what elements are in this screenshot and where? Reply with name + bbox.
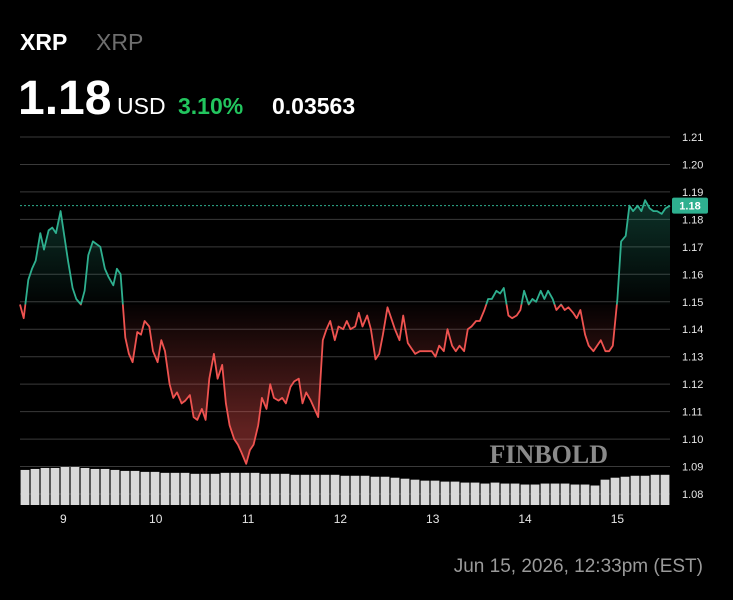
- volume-bar: [50, 467, 60, 505]
- x-tick-label: 11: [242, 512, 255, 526]
- volume-bar: [590, 485, 600, 505]
- volume-bar: [180, 472, 190, 505]
- volume-bar: [320, 474, 330, 505]
- volume-bar: [400, 478, 410, 505]
- volume-bar: [530, 484, 540, 505]
- volume-bar: [450, 481, 460, 505]
- volume-bar: [360, 475, 370, 505]
- volume-bar: [630, 475, 640, 505]
- x-tick-label: 13: [426, 512, 440, 526]
- area-fill: [20, 200, 670, 464]
- y-tick-label: 1.13: [682, 352, 703, 364]
- y-tick-label: 1.08: [682, 489, 703, 501]
- volume-bar: [430, 480, 440, 505]
- y-tick-label: 1.21: [682, 132, 703, 144]
- volume-bar: [510, 483, 520, 505]
- volume-bar: [600, 479, 610, 505]
- volume-bar: [560, 483, 570, 505]
- volume-bar: [260, 473, 270, 505]
- volume-bar: [580, 484, 590, 505]
- volume-bar: [130, 470, 140, 505]
- price-line: [19, 199, 671, 465]
- volume-bar: [420, 480, 430, 505]
- volume-bar: [570, 484, 580, 505]
- x-tick-label: 9: [60, 512, 67, 526]
- volume-bar: [410, 479, 420, 505]
- y-tick-label: 1.15: [682, 297, 703, 309]
- y-tick-label: 1.14: [682, 324, 703, 336]
- x-tick-label: 14: [518, 512, 532, 526]
- price: 1.18: [18, 72, 111, 125]
- volume-bar: [20, 469, 30, 505]
- volume-bar: [80, 467, 90, 505]
- volume-bar: [650, 474, 660, 505]
- currency: USD: [117, 93, 166, 119]
- price-tag-bg: [672, 197, 708, 214]
- volume-bar: [210, 473, 220, 505]
- volume-bar: [160, 472, 170, 505]
- volume-bar: [610, 477, 620, 505]
- volume-bar: [110, 469, 120, 505]
- volume-bar: [340, 475, 350, 505]
- y-tick-label: 1.12: [682, 379, 703, 391]
- volume-bar: [290, 474, 300, 505]
- asset-name: XRP: [96, 29, 143, 55]
- y-tick-label: 1.11: [682, 407, 703, 419]
- volume-bar: [460, 482, 470, 505]
- volume-bar: [190, 473, 200, 505]
- volume-bar: [640, 475, 650, 505]
- y-tick-label: 1.17: [682, 242, 703, 254]
- timestamp: Jun 15, 2026, 12:33pm (EST): [454, 556, 703, 577]
- volume-bar: [280, 473, 290, 505]
- volume-bar: [140, 471, 150, 505]
- volume-bar: [60, 467, 70, 505]
- volume-bar: [40, 467, 50, 505]
- volume-bar: [500, 483, 510, 505]
- y-tick-label: 1.16: [682, 269, 703, 281]
- y-tick-label: 1.20: [682, 159, 703, 171]
- y-tick-label: 1.10: [682, 434, 703, 446]
- volume-bar: [230, 472, 240, 505]
- volume-bar: [120, 470, 130, 505]
- volume-bar: [200, 473, 210, 505]
- volume-bar: [480, 483, 490, 505]
- change-percent: 3.10%: [178, 93, 243, 119]
- volume-bar: [470, 482, 480, 505]
- price-tag: 1.18: [679, 201, 700, 213]
- volume-bar: [270, 473, 280, 505]
- volume-bar: [520, 484, 530, 505]
- volume-bar: [380, 476, 390, 505]
- volume-bar: [490, 482, 500, 505]
- volume-bar: [660, 474, 670, 505]
- volume-bar: [170, 472, 180, 505]
- volume-bar: [300, 474, 310, 505]
- volume-bar: [440, 481, 450, 505]
- volume-bar: [550, 483, 560, 505]
- volume-bar: [390, 477, 400, 505]
- x-tick-label: 12: [334, 512, 348, 526]
- watermark: FINBOLD: [490, 440, 608, 469]
- y-tick-label: 1.18: [682, 214, 703, 226]
- volume-bar: [240, 472, 250, 505]
- volume-bar: [620, 476, 630, 505]
- volume-bar: [100, 468, 110, 505]
- x-tick-label: 15: [611, 512, 625, 526]
- volume-bar: [350, 475, 360, 505]
- volume-bar: [220, 472, 230, 505]
- volume-bar: [310, 474, 320, 505]
- change: 0.03563: [272, 93, 355, 119]
- y-tick-label: 1.09: [682, 462, 703, 474]
- volume-bar: [370, 476, 380, 505]
- volume-bar: [90, 468, 100, 505]
- symbol: XRP: [20, 29, 67, 55]
- volume-bar: [250, 472, 260, 505]
- y-tick-label: 1.19: [682, 187, 703, 199]
- volume-bar: [70, 467, 80, 505]
- volume-bar: [150, 471, 160, 505]
- volume-bar: [540, 483, 550, 505]
- x-tick-label: 10: [149, 512, 163, 526]
- volume-bar: [30, 468, 40, 505]
- volume-bar: [330, 474, 340, 505]
